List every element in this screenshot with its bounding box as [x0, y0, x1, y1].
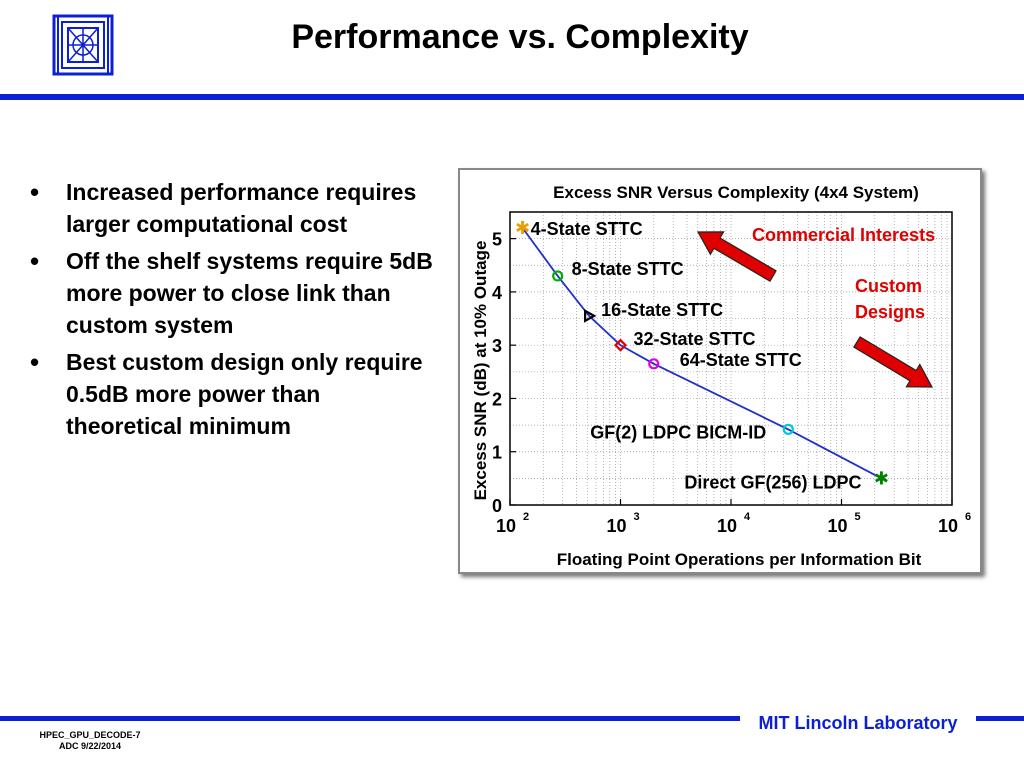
doc-id: HPEC_GPU_DECODE-7 — [39, 730, 141, 740]
x-tick-label: 10 — [938, 516, 958, 536]
x-tick-exponent: 6 — [965, 511, 971, 523]
x-tick-exponent: 4 — [744, 511, 751, 523]
bullet-item: • Best custom design only require 0.5dB m… — [30, 346, 440, 442]
data-point-marker: ✱ — [874, 468, 889, 489]
y-tick-label: 1 — [492, 443, 502, 463]
data-point-marker — [613, 338, 628, 352]
y-axis-label: Excess SNR (dB) at 10% Outage — [471, 241, 490, 501]
data-point-label: Direct GF(256) LDPC — [684, 472, 861, 492]
y-tick-label: 5 — [492, 230, 502, 250]
data-point-label: 16-State STTC — [601, 300, 723, 320]
data-point-label: 64-State STTC — [680, 350, 802, 370]
bullet-text: Best custom design only require 0.5dB mo… — [66, 349, 423, 439]
bullet-item: • Increased performance requires larger c… — [30, 176, 440, 240]
bullet-item: • Off the shelf systems require 5dB more … — [30, 245, 440, 341]
data-point-label: 32-State STTC — [634, 329, 756, 349]
data-point-marker: ✱ — [515, 218, 530, 239]
bullet-glyph: • — [30, 347, 40, 377]
chart-canvas: Excess SNR Versus Complexity (4x4 System… — [471, 183, 971, 569]
title-divider — [0, 94, 1024, 100]
footer-divider — [0, 716, 1024, 721]
footer-id: HPEC_GPU_DECODE-7 ADC 9/22/2014 — [10, 730, 170, 752]
data-point-marker — [782, 423, 794, 435]
y-tick-label: 3 — [492, 336, 502, 356]
data-point-label: 4-State STTC — [531, 219, 643, 239]
chart-figure: Excess SNR Versus Complexity (4x4 System… — [458, 168, 982, 574]
y-tick-label: 0 — [492, 496, 502, 516]
bullet-text: Increased performance requires larger co… — [66, 179, 417, 237]
commercial-interests-arrow — [696, 231, 777, 283]
series-line — [521, 227, 882, 480]
mit-ll-logo — [52, 14, 114, 76]
x-tick-label: 10 — [606, 516, 626, 536]
bullet-glyph: • — [30, 177, 40, 207]
bullet-text: Off the shelf systems require 5dB more p… — [66, 248, 433, 338]
x-tick-exponent: 3 — [633, 511, 639, 523]
lab-name: MIT Lincoln Laboratory — [740, 710, 976, 736]
custom-designs-arrow — [853, 336, 934, 388]
chart-title: Excess SNR Versus Complexity (4x4 System… — [553, 183, 919, 202]
y-tick-label: 4 — [492, 283, 502, 303]
x-tick-label: 10 — [496, 516, 516, 536]
custom-designs-label-line1: Custom — [855, 276, 922, 296]
commercial-interests-label: Commercial Interests — [752, 225, 935, 245]
data-point-label: GF(2) LDPC BICM-ID — [590, 422, 766, 442]
data-point-marker — [584, 309, 597, 323]
x-tick-exponent: 2 — [523, 511, 529, 523]
data-point-marker — [648, 358, 660, 370]
bullet-glyph: • — [30, 246, 40, 276]
x-tick-label: 10 — [827, 516, 847, 536]
x-tick-exponent: 5 — [854, 511, 860, 523]
data-point-marker — [552, 270, 564, 282]
x-tick-label: 10 — [717, 516, 737, 536]
slide-title: Performance vs. Complexity — [291, 18, 749, 56]
bullet-list: • Increased performance requires larger c… — [30, 176, 440, 447]
data-point-label: 8-State STTC — [572, 259, 684, 279]
y-tick-label: 2 — [492, 389, 502, 409]
custom-designs-label-line2: Designs — [855, 302, 925, 322]
x-axis-label: Floating Point Operations per Informatio… — [557, 550, 922, 569]
doc-date: ADC 9/22/2014 — [58, 741, 122, 751]
